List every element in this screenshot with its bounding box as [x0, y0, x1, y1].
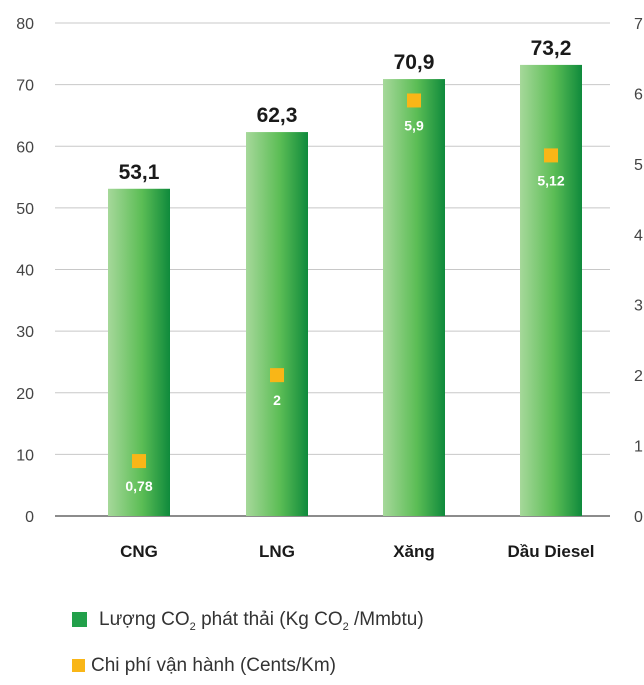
bar-value-label: 70,9	[394, 51, 435, 74]
left-tick-30: 30	[16, 324, 34, 341]
right-tick-0: 0	[634, 509, 643, 526]
legend-cost-label: Chi phí vận hành (Cents/Km)	[91, 655, 337, 676]
category-label: Xăng	[393, 542, 435, 561]
legend-swatch-emission	[72, 612, 87, 628]
bars: 53,1 62,3 70,9 73,2	[108, 37, 582, 517]
right-tick-5: 5	[634, 157, 643, 174]
cost-markers: 0,78 2 5,9 5,12	[125, 93, 565, 494]
bar-dầu-diesel	[520, 64, 582, 516]
bar-value-label: 73,2	[531, 37, 572, 60]
right-tick-7: 7	[634, 16, 643, 33]
cost-value-label: 0,78	[125, 478, 152, 494]
left-tick-40: 40	[16, 263, 34, 280]
right-tick-2: 2	[634, 368, 643, 385]
left-tick-60: 60	[16, 139, 34, 156]
cost-marker	[132, 454, 146, 469]
cost-value-label: 5,12	[537, 172, 564, 188]
left-tick-0: 0	[25, 509, 34, 526]
legend-swatch-cost	[72, 659, 85, 673]
category-label: CNG	[120, 542, 158, 561]
category-label: Dầu Diesel	[508, 542, 595, 561]
cost-marker	[270, 368, 284, 383]
bar-lng	[246, 132, 308, 517]
right-axis-ticks: 0 1 2 3 4 5 6 7	[634, 16, 643, 526]
left-tick-70: 70	[16, 78, 34, 95]
legend-emission-post: /Mmbtu)	[348, 609, 424, 630]
legend-emission-sub2: 2	[342, 621, 349, 633]
cost-marker	[407, 93, 421, 108]
cost-value-label: 2	[273, 392, 281, 408]
left-tick-80: 80	[16, 16, 34, 33]
bar-value-label: 62,3	[257, 104, 298, 127]
cost-marker	[544, 148, 558, 163]
left-tick-50: 50	[16, 201, 34, 218]
x-axis-labels: CNG LNG Xăng Dầu Diesel	[120, 542, 594, 561]
right-tick-6: 6	[634, 86, 643, 103]
category-label: LNG	[259, 542, 295, 561]
right-tick-3: 3	[634, 298, 643, 315]
left-tick-20: 20	[16, 386, 34, 403]
legend-item-emission: Lượng CO2 phát thải (Kg CO2 /Mmbtu)	[72, 609, 424, 633]
cost-value-label: 5,9	[404, 117, 424, 133]
right-tick-1: 1	[634, 439, 643, 456]
legend-item-cost: Chi phí vận hành (Cents/Km)	[72, 655, 336, 677]
right-tick-4: 4	[634, 227, 643, 244]
left-axis-ticks: 0 10 20 30 40 50 60 70 80	[16, 16, 34, 526]
left-tick-10: 10	[16, 447, 34, 464]
bar-value-label: 53,1	[119, 161, 160, 184]
legend-emission-sub1: 2	[189, 621, 196, 633]
bar-xăng	[383, 79, 445, 517]
chart-canvas: 0 10 20 30 40 50 60 70 80 0 1 2 3 4 5 6 7 53,1 62,3 70,9 7…	[16, 16, 643, 561]
legend-emission-mid: phát thải (Kg CO	[195, 609, 343, 630]
legend-emission-pre: Lượng CO	[99, 609, 190, 630]
